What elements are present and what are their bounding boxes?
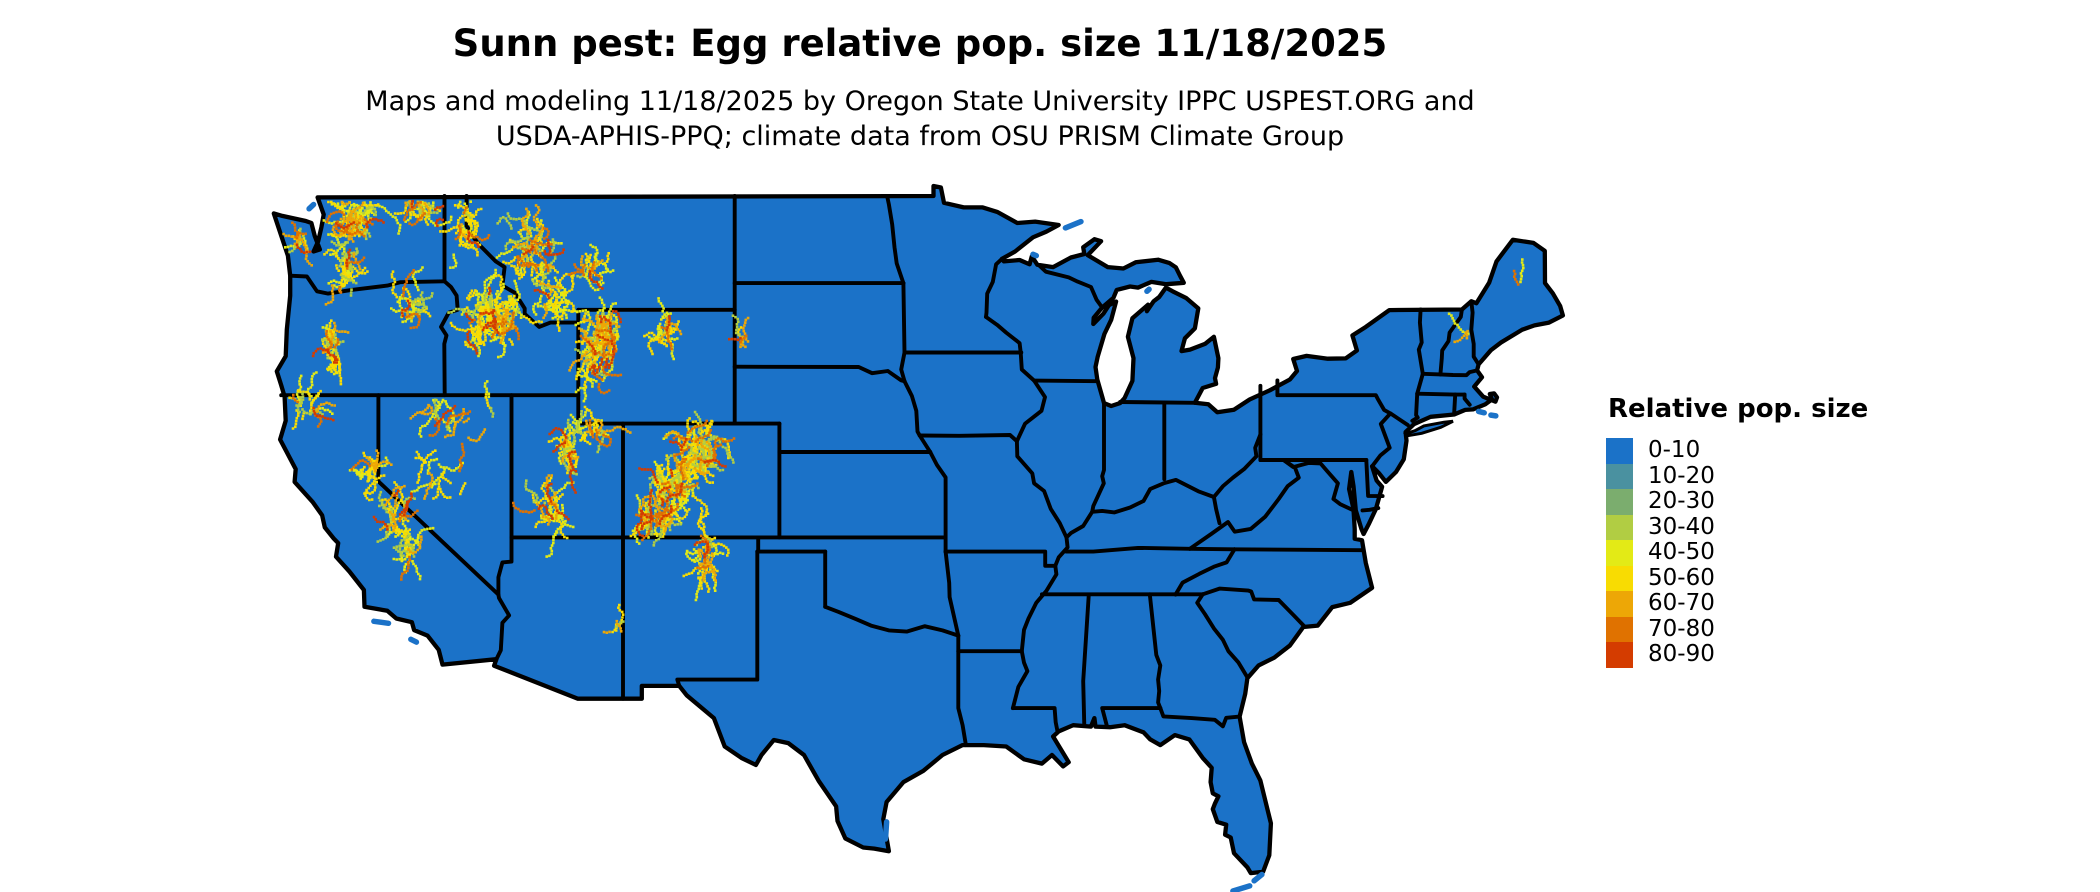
legend-swatch xyxy=(1606,616,1633,642)
legend-swatch xyxy=(1606,463,1633,489)
legend-label: 20-30 xyxy=(1648,488,1715,514)
subtitle-line-2: USDA-APHIS-PPQ; climate data from OSU PR… xyxy=(495,121,1345,152)
legend-label: 10-20 xyxy=(1648,462,1715,489)
legend-item-30-40: 30-40 xyxy=(1606,513,1868,540)
legend-label: 80-90 xyxy=(1648,641,1715,667)
legend-swatch xyxy=(1606,438,1633,464)
legend-title: Relative pop. size xyxy=(1608,394,1869,424)
legend-item-10-20: 10-20 xyxy=(1606,462,1868,489)
speckle-overlay xyxy=(282,200,1525,634)
legend-item-40-50: 40-50 xyxy=(1606,539,1868,566)
legend-swatch xyxy=(1606,489,1633,515)
legend-item-60-70: 60-70 xyxy=(1606,590,1868,617)
legend-swatch xyxy=(1606,642,1633,668)
page-title: Sunn pest: Egg relative pop. size 11/18/… xyxy=(452,22,1388,65)
legend-item-0-10: 0-10 xyxy=(1606,437,1868,464)
legend-swatch xyxy=(1606,591,1633,617)
legend-label: 60-70 xyxy=(1648,590,1715,616)
long-island xyxy=(1403,419,1454,438)
legend: Relative pop. size 0-10 10-20 20-30 30-40 40… xyxy=(1606,394,1868,668)
legend-rows: 0-10 10-20 20-30 30-40 40-50 50-60 60-70 70-80 8… xyxy=(1606,437,1868,668)
legend-swatch xyxy=(1606,565,1633,591)
legend-item-20-30: 20-30 xyxy=(1606,488,1868,515)
subtitle-line-1: Maps and modeling 11/18/2025 by Oregon S… xyxy=(365,86,1475,117)
legend-item-70-80: 70-80 xyxy=(1606,615,1868,642)
legend-label: 50-60 xyxy=(1648,564,1715,591)
legend-label: 0-10 xyxy=(1648,437,1701,463)
legend-swatch xyxy=(1606,514,1633,540)
legend-item-80-90: 80-90 xyxy=(1606,641,1868,668)
legend-label: 30-40 xyxy=(1648,513,1715,540)
conus-landmass xyxy=(271,183,1566,876)
legend-swatch xyxy=(1606,540,1633,566)
page-subtitle: Maps and modeling 11/18/2025 by Oregon S… xyxy=(0,84,1840,154)
legend-item-50-60: 50-60 xyxy=(1606,564,1868,591)
legend-label: 40-50 xyxy=(1648,539,1715,565)
islands xyxy=(306,201,1499,892)
legend-label: 70-80 xyxy=(1648,615,1715,642)
